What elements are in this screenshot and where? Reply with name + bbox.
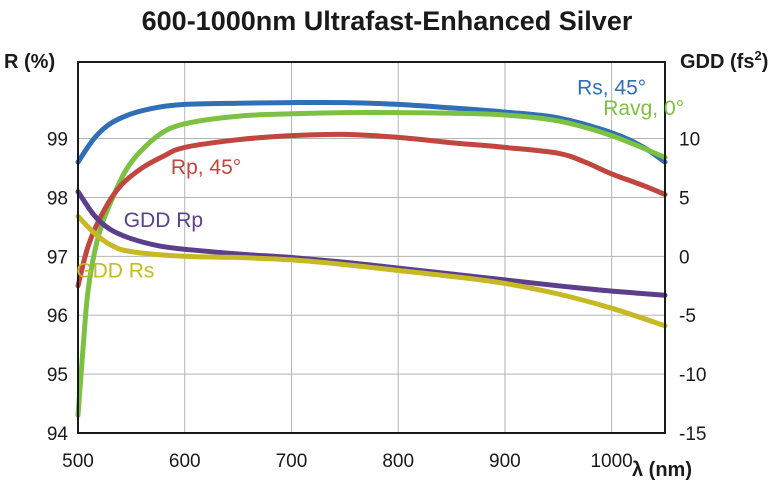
series-label-gdd-rp: GDD Rp (124, 209, 203, 232)
x-tick-label: 900 (489, 451, 521, 472)
y-right-axis-title-end: ) (762, 51, 769, 73)
y-right-axis-title-base: GDD (fs (680, 51, 754, 73)
y-right-tick-label: 5 (679, 188, 690, 209)
series-line-rs-45 (75, 99, 668, 165)
x-tick-label: 500 (62, 451, 94, 472)
plot-frame (77, 61, 666, 434)
x-tick-label: 1000 (590, 451, 632, 472)
y-right-tick-label: -5 (679, 306, 696, 327)
y-left-tick-label: 94 (47, 424, 69, 445)
chart-title: 600-1000nm Ultrafast-Enhanced Silver (142, 6, 633, 36)
y-left-axis-title: R (%) (4, 51, 55, 73)
tick-labels: 94 95 96 97 98 99 500 600 700 800 900 1000 -15 -10 -5 0… (47, 130, 707, 472)
series-line-rp-45 (75, 131, 668, 289)
y-right-tick-label: 10 (679, 130, 700, 151)
series-line-gdd-rs (75, 213, 668, 329)
series-label-gdd-rs: GDD Rs (76, 260, 154, 283)
x-tick-label: 800 (382, 451, 414, 472)
x-tick-label: 700 (276, 451, 308, 472)
series-label-rs-45: Rs, 45° (577, 76, 646, 99)
y-right-axis-title-sup: 2 (754, 48, 761, 63)
series-labels: Rs, 45°Ravg, 0° Rp, 45° GDD Rp GDD Rs (76, 76, 684, 282)
x-tick-label: 600 (169, 451, 201, 472)
x-axis-title: λ (nm) (632, 459, 692, 481)
y-left-tick-label: 99 (47, 130, 68, 151)
y-right-tick-label: -10 (679, 365, 706, 386)
y-right-tick-label: 0 (679, 247, 690, 268)
series-label-ravg-0: Ravg, 0° (603, 97, 684, 120)
y-right-axis-title: GDD (fs2) (680, 48, 768, 73)
y-left-tick-label: 97 (47, 247, 68, 268)
series-layer (75, 99, 668, 418)
series-line-ravg-0 (75, 109, 668, 418)
y-left-tick-label: 98 (47, 188, 68, 209)
series-label-rp-45: Rp, 45° (171, 156, 241, 179)
y-left-tick-label: 95 (47, 365, 68, 386)
y-right-tick-label: -15 (679, 424, 706, 445)
series-line-gdd-rp (75, 189, 668, 298)
y-left-tick-label: 96 (47, 306, 68, 327)
